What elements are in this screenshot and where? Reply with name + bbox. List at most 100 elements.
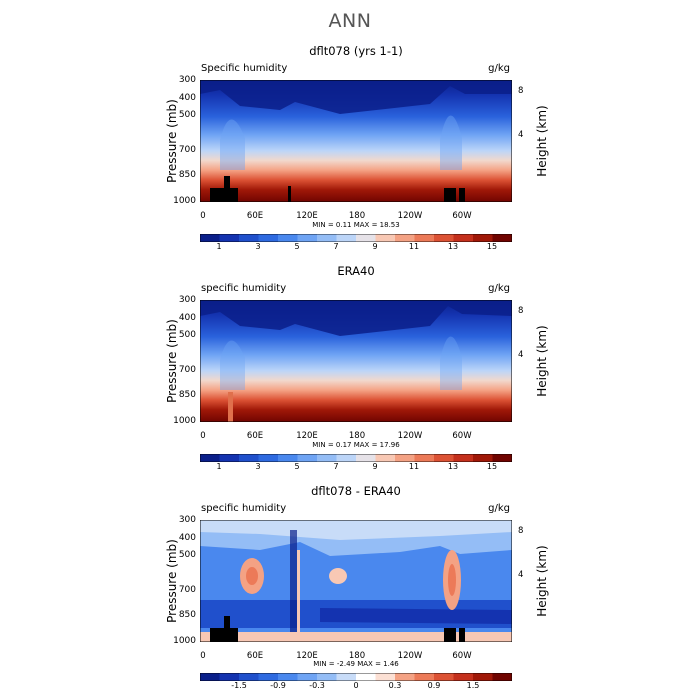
panel1-variable-label: Specific humidity	[201, 63, 288, 74]
panel2-ytick: 700	[178, 365, 196, 375]
panel2-ytick: 400	[178, 313, 196, 323]
colorbar-swatch	[336, 673, 357, 681]
panel2-colorbar-label: 13	[447, 462, 459, 471]
panel1-xtick: 0	[200, 211, 206, 221]
panel1-ytick: 400	[178, 93, 196, 103]
panel2-xtick: 60W	[452, 431, 472, 441]
panel3-height-tick: 4	[518, 570, 524, 580]
colorbar-swatch	[200, 454, 220, 462]
colorbar-swatch	[356, 673, 376, 681]
panel2-ytick: 1000	[173, 416, 196, 426]
colorbar-swatch	[453, 454, 474, 462]
colorbar-swatch	[278, 673, 298, 681]
panel1-xtick: 120E	[296, 211, 318, 221]
colorbar-swatch	[336, 454, 357, 462]
panel1-colorbar-label: 1	[216, 242, 222, 251]
colorbar-swatch	[434, 673, 454, 681]
colorbar-swatch	[200, 673, 220, 681]
panel3-positive-anomaly-pacific	[329, 568, 347, 584]
colorbar-swatch	[239, 673, 259, 681]
panel2-xtick: 120W	[397, 431, 423, 441]
panel2-colorbar	[200, 454, 512, 462]
panel3-colorbar-label: 0.9	[427, 681, 441, 690]
panel3-topography-andes	[444, 628, 456, 642]
colorbar-swatch	[414, 234, 435, 242]
panel3-xtick: 120W	[397, 651, 423, 661]
colorbar-swatch	[258, 454, 279, 462]
colorbar-swatch	[492, 234, 512, 242]
panel1-topography-peak	[224, 176, 230, 190]
panel3-topography-peak	[224, 616, 230, 630]
panel1-topography-andes	[444, 188, 456, 202]
colorbar-swatch	[375, 234, 396, 242]
colorbar-swatch	[492, 673, 512, 681]
panel3-colorbar-label: 0	[353, 681, 359, 690]
colorbar-swatch	[395, 454, 415, 462]
panel1-title: dflt078 (yrs 1-1)	[309, 44, 403, 58]
panel3-min-max: MIN = -2.49 MAX = 1.46	[313, 660, 399, 668]
panel1-colorbar	[200, 234, 512, 242]
panel2-colorbar-label: 7	[333, 462, 339, 471]
panel3-xtick: 120E	[296, 651, 318, 661]
panel3-height-axis-label: Height (km)	[535, 545, 549, 617]
panel2-units: g/kg	[488, 283, 510, 294]
colorbar-swatch	[317, 234, 337, 242]
colorbar-swatch	[356, 454, 376, 462]
panel2-colorbar-label: 15	[486, 462, 498, 471]
panel2-height-tick: 4	[518, 350, 524, 360]
colorbar-swatch	[434, 454, 454, 462]
panel3-topography-africa	[210, 628, 238, 642]
panel3-ytick: 400	[178, 533, 196, 543]
panel1-colorbar-label: 11	[408, 242, 420, 251]
panel3-xtick: 0	[200, 651, 206, 661]
panel1-topography-africa	[210, 188, 238, 202]
panel2-xtick: 120E	[296, 431, 318, 441]
panel3-colorbar-label: 1.5	[466, 681, 480, 690]
panel1-topography-island	[288, 186, 291, 202]
colorbar-swatch	[453, 673, 474, 681]
colorbar-swatch	[239, 454, 259, 462]
panel1-topography-andes-2	[459, 188, 465, 202]
panel1-ytick: 700	[178, 145, 196, 155]
colorbar-swatch	[395, 673, 415, 681]
panel2-dry-notch	[228, 392, 233, 422]
panel1-colorbar-label: 15	[486, 242, 498, 251]
panel3-ytick: 1000	[173, 636, 196, 646]
panel2-plot	[200, 300, 512, 422]
panel3-xtick: 60E	[246, 651, 264, 661]
colorbar-swatch	[473, 673, 493, 681]
colorbar-swatch	[297, 234, 318, 242]
panel3-colorbar-label: -1.5	[231, 681, 247, 690]
panel3-colorbar-label: 0.3	[388, 681, 402, 690]
panel3-positive-column	[297, 550, 300, 642]
panel1-ytick: 850	[178, 170, 196, 180]
panel1-height-tick: 4	[518, 130, 524, 140]
panel1-colorbar-label: 7	[333, 242, 339, 251]
panel1-plot	[200, 80, 512, 202]
panel2-ytick: 850	[178, 390, 196, 400]
colorbar-swatch	[200, 234, 220, 242]
colorbar-swatch	[219, 454, 240, 462]
panel3-colorbar	[200, 673, 512, 681]
panel1-colorbar-label: 5	[294, 242, 300, 251]
panel1-min-max: MIN = 0.11 MAX = 18.53	[312, 221, 400, 229]
colorbar-swatch	[297, 673, 318, 681]
colorbar-swatch	[219, 234, 240, 242]
colorbar-swatch	[258, 234, 279, 242]
panel3-ytick: 700	[178, 585, 196, 595]
panel2-variable-label: specific humidity	[201, 283, 287, 294]
colorbar-swatch	[375, 454, 396, 462]
panel3-xtick: 180	[348, 651, 366, 661]
panel3-surface-layer	[200, 632, 512, 642]
panel2-colorbar-label: 3	[255, 462, 261, 471]
colorbar-swatch	[492, 454, 512, 462]
panel3-ytick: 850	[178, 610, 196, 620]
panel1-ytick: 300	[178, 75, 196, 85]
colorbar-swatch	[219, 673, 240, 681]
colorbar-swatch	[473, 454, 493, 462]
panel3-colorbar-label: -0.9	[270, 681, 286, 690]
panel1-height-axis-label: Height (km)	[535, 105, 549, 177]
panel3-height-tick: 8	[518, 526, 524, 536]
colorbar-swatch	[317, 454, 337, 462]
panel3-title: dflt078 - ERA40	[311, 484, 401, 498]
